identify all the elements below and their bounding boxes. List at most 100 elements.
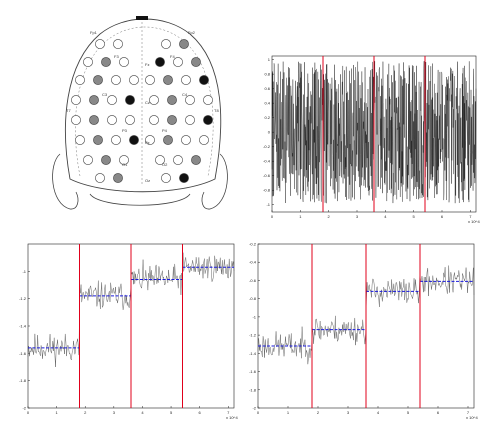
y-tick-label: 1	[268, 57, 271, 62]
y-tick-label: -1.4	[249, 351, 257, 356]
electrode-label: T8	[214, 108, 219, 113]
y-tick-label: -2	[252, 406, 256, 411]
y-tick-label: -1.6	[19, 351, 27, 356]
electrode	[111, 75, 121, 85]
electrode-label: Fp1	[90, 30, 98, 35]
electrode	[89, 95, 99, 105]
x-scale-label: x 10^4	[466, 415, 478, 420]
y-tick-label: -1	[266, 202, 270, 207]
electrode	[113, 39, 123, 49]
electrode	[83, 57, 93, 67]
eeg-head-map: Fz Cz Pz Oz Fp1 Fp2 C3 C4 T7 T8 O1 O2 F3 F4 P3 P4	[30, 4, 250, 218]
electrode	[181, 75, 191, 85]
head-diagram: Fz Cz Pz Oz Fp1 Fp2 C3 C4 T7 T8 O1 O2 F3 F4 P3 P4	[52, 16, 228, 210]
feature-b-plot: 0 1 2 3 4 5 6 7 -2 -1.8 -1.6 -1.4 -1.2 -1 -0.8 -0.6 -0.4…	[240, 242, 478, 421]
x-tick-label: 6	[437, 410, 440, 415]
x-tick-label: 6	[199, 410, 202, 415]
electrode	[179, 39, 189, 49]
electrode	[185, 95, 195, 105]
x-tick-label: 1	[287, 410, 290, 415]
y-tick-label: 0.6	[264, 86, 270, 91]
electrode	[129, 135, 139, 145]
electrode	[181, 135, 191, 145]
electrode	[101, 155, 111, 165]
electrode-label: Cz	[145, 100, 150, 105]
x-tick-label: 3	[347, 410, 350, 415]
electrode	[83, 155, 93, 165]
electrode	[145, 135, 155, 145]
electrode-label: C4	[182, 92, 188, 97]
electrode-label: Oz	[145, 178, 150, 183]
electrode-label: C3	[102, 92, 108, 97]
electrode	[191, 155, 201, 165]
electrode	[125, 95, 135, 105]
x-tick-label: 3	[113, 410, 116, 415]
electrode-label: F4	[170, 54, 175, 59]
x-tick-label: 2	[84, 410, 87, 415]
y-tick-label: -1.8	[19, 378, 27, 383]
x-tick-label: 5	[170, 410, 173, 415]
electrode	[107, 115, 117, 125]
electrode	[155, 155, 165, 165]
electrode	[199, 75, 209, 85]
y-tick-label: 0.4	[264, 101, 270, 106]
y-tick-label: 0.8	[264, 72, 270, 77]
x-tick-label: 0	[27, 410, 30, 415]
left-ear	[52, 153, 79, 210]
y-tick-label: -0.4	[263, 159, 271, 164]
y-tick-label: -1.4	[19, 324, 27, 329]
x-tick-label: 0	[257, 410, 260, 415]
electrode	[95, 173, 105, 183]
y-tick-label: -0.6	[249, 278, 257, 283]
y-tick-label: -1.8	[249, 387, 257, 392]
electrode	[161, 39, 171, 49]
electrode	[107, 95, 117, 105]
electrode	[163, 135, 173, 145]
electrode	[93, 75, 103, 85]
x-tick-label: 5	[407, 410, 410, 415]
electrode-labels: Fz Cz Pz Oz Fp1 Fp2 C3 C4 T7 T8 O1 O2 F3 F4 P3 P4	[66, 30, 219, 183]
right-ear	[201, 153, 228, 210]
x-tick-label: 1	[299, 214, 302, 219]
electrode-group	[71, 16, 213, 183]
y-tick-label: -1.2	[249, 333, 257, 338]
electrode	[75, 135, 85, 145]
reference-marker	[136, 16, 148, 20]
electrode	[167, 115, 177, 125]
y-tick-label: -1.6	[249, 369, 257, 374]
electrode	[191, 57, 201, 67]
electrode	[179, 173, 189, 183]
x-tick-label: 2	[317, 410, 320, 415]
electrode	[203, 95, 213, 105]
x-tick-label: 2	[328, 214, 331, 219]
electrode	[163, 75, 173, 85]
electrode	[161, 173, 171, 183]
electrode	[185, 115, 195, 125]
x-scale-label: x 10^4	[226, 415, 238, 420]
y-tick-label: 0	[268, 130, 271, 135]
y-tick-label: 0.2	[264, 115, 270, 120]
electrode-label: F3	[114, 54, 119, 59]
x-tick-label: 6	[441, 214, 444, 219]
electrode	[71, 95, 81, 105]
electrode-label: Fz	[145, 62, 149, 67]
electrode-label: P4	[162, 128, 168, 133]
x-tick-label: 4	[377, 410, 380, 415]
electrode	[113, 173, 123, 183]
y-tick-label: -0.6	[263, 173, 271, 178]
electrode	[95, 39, 105, 49]
y-tick-label: -0.2	[249, 242, 257, 247]
x-tick-label: 1	[55, 410, 58, 415]
electrode	[89, 115, 99, 125]
electrode	[71, 115, 81, 125]
x-tick-label: 4	[384, 214, 387, 219]
electrode	[167, 95, 177, 105]
electrode	[119, 155, 129, 165]
electrode	[129, 75, 139, 85]
y-tick-label: -1	[252, 314, 256, 319]
electrode	[149, 95, 159, 105]
neck-outline	[89, 193, 191, 206]
electrode	[199, 135, 209, 145]
